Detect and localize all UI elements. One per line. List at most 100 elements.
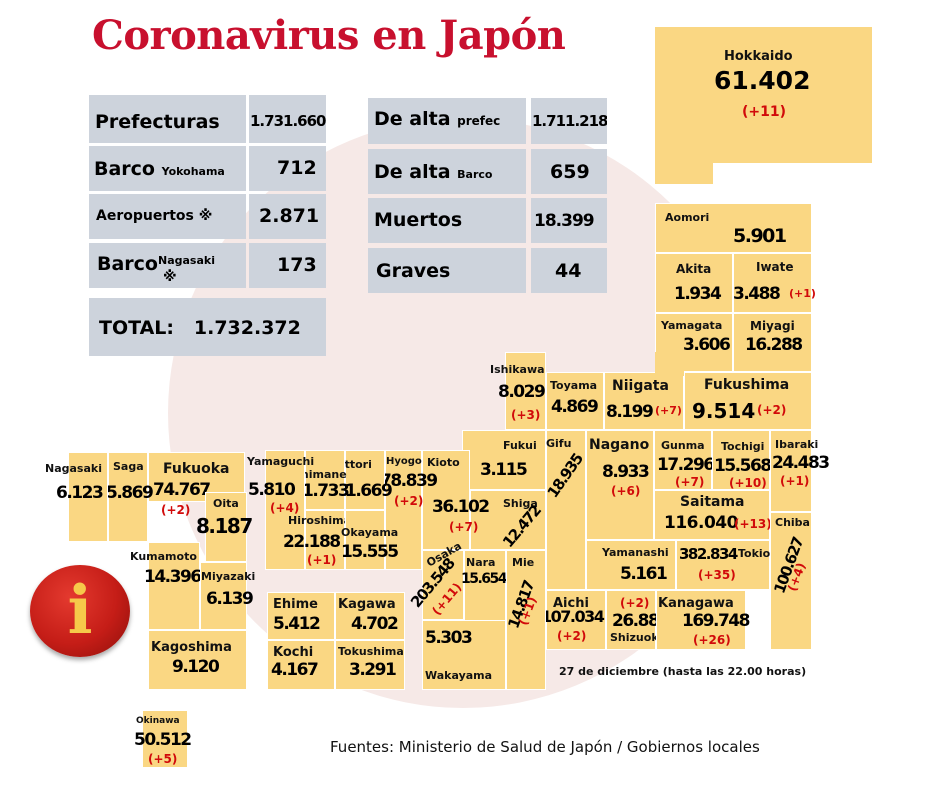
pref-kanagawa-name: Kanagawa [658,596,734,611]
pref-wakayama-name: Wakayama [425,669,493,682]
date-note: 27 de diciembre (hasta las 22.00 horas) [559,665,807,678]
pref-nagasaki-value: 6.123 [56,483,104,503]
pref-kochi-name: Kochi [273,645,314,660]
pref-mie-name: Mie [512,556,535,569]
pref-hokkaido-value: 61.402 [714,66,811,95]
pref-yamanashi-value: 5.161 [620,564,668,584]
pref-yamagata-name: Yamagata [661,319,723,332]
stat-barco-nagasaki-value: 173 [249,243,326,288]
pref-niigata-delta: (+7) [655,404,682,417]
pref-wakayama-value: 5.303 [425,628,473,648]
pref-miyagi-name: Miyagi [750,319,795,333]
stat-prefecturas-label: Prefecturas [89,95,246,143]
pref-niigata [604,372,684,430]
stat-graves-value: 44 [531,248,607,293]
pref-tottori [345,450,385,510]
pref-ehime [267,592,335,640]
pref-gunma-value: 17.296 [657,455,715,475]
pref-kochi-value: 4.167 [271,660,319,680]
pref-shiga-name: Shiga [503,497,538,510]
pref-tochigi [712,430,770,490]
pref-gifu [546,430,586,590]
pref-tottori-value: 1.669 [345,481,393,501]
pref-ibaraki [770,430,812,512]
pref-toyama [546,372,604,430]
stat-dealta-prefec-value: 1.711.218 [531,98,607,144]
stat-aeropuertos-label: Aeropuertos ※ [89,194,246,239]
pref-hyogo-name: Hyogo [386,456,422,467]
pref-iwate-name: Iwate [756,260,794,274]
pref-kanagawa-delta: (+26) [693,633,731,647]
pref-hiroshima-value: 22.188 [283,532,341,552]
pref-ehime-value: 5.412 [273,614,321,634]
page-title: Coronavirus en Japón [92,12,566,59]
pref-fukui [462,430,546,490]
pref-kagoshima-name: Kagoshima [151,640,232,655]
pref-kanagawa [656,590,746,650]
pref-hiroshima-name: Hiroshima [288,514,351,527]
pref-kanagawa-value: 169.748 [682,611,750,631]
pref-wakayama [422,620,506,690]
stat-muertos-value: 18.399 [531,198,607,243]
pref-miyagi [733,313,812,372]
pref-gunma-delta: (+7) [675,475,705,489]
pref-nagano [586,430,654,540]
pref-iwate [733,253,812,313]
pref-mie [506,550,546,690]
info-icon: i [30,565,130,657]
pref-kioto-name: Kioto [427,456,460,469]
stat-prefecturas-value: 1.731.660 [249,95,326,143]
pref-tochigi-name: Tochigi [721,440,765,453]
pref-aichi-value: 107.034 [541,607,605,626]
pref-saga-value: 5.869 [106,483,154,503]
pref-kagawa-name: Kagawa [338,597,396,612]
pref-chiba-name: Chiba [775,516,810,529]
stat-dealta-barco-value: 659 [531,149,607,194]
pref-fukushima-delta: (+2) [757,403,787,417]
pref-iwate-value: 3.488 [733,284,781,304]
pref-akita-value: 1.934 [674,284,722,304]
stat-barco-yokohama-label: Barco Yokohama [89,146,246,191]
pref-kumamoto-value: 14.396 [144,567,202,587]
pref-kumamoto [148,542,200,630]
pref-kioto [422,450,470,550]
pref-nagasaki [68,452,108,542]
pref-ishikawa [505,352,546,430]
pref-yamaguchi-delta: (+4) [270,501,300,515]
pref-yamanashi-name: Yamanashi [602,546,669,559]
pref-hyogo [385,450,422,570]
pref-aichi-name: Aichi [553,596,589,611]
pref-fukuoka-name: Fukuoka [163,461,230,477]
pref-nara-value: 15.654 [461,571,508,587]
pref-tochigi-value: 15.568 [714,456,772,476]
stat-aeropuertos-value: 2.871 [249,194,326,239]
pref-oita-value: 8.187 [196,514,253,538]
stat-muertos-label: Muertos [368,198,526,243]
pref-fukuoka-delta: (+2) [161,503,191,517]
pref-nagasaki-name: Nagasaki [45,462,102,475]
pref-saitama-name: Saitama [680,494,745,510]
pref-miyazaki-value: 6.139 [206,589,254,609]
pref-shimane-name: Shimane [293,468,347,481]
pref-kioto-value: 36.102 [432,497,490,517]
pref-ehime-name: Ehime [273,597,318,612]
pref-kagawa [335,592,405,640]
pref-yamaguchi [265,450,305,570]
pref-shizuoka-delta: (+2) [620,596,650,610]
pref-tokio [676,540,770,590]
pref-hokkaido [655,27,872,163]
pref-shizuoka-name: Shizuoka [610,631,667,644]
pref-nara [464,550,506,630]
pref-ishikawa-delta: (+3) [511,408,541,422]
pref-yamagata-value: 3.606 [683,335,731,355]
pref-gunma [654,430,712,490]
pref-gifu-name: Gifu [546,437,572,450]
pref-tokio-name: Tokio [738,547,771,560]
pref-kagawa-value: 4.702 [351,614,399,634]
pref-aomori-name: Aomori [665,211,710,224]
pref-fukui-value: 3.115 [480,460,528,480]
pref-osaka [422,550,464,620]
pref-hokkaido-tail [655,160,713,184]
pref-shizuoka-value: 26.885 [612,611,670,631]
stat-barco-nagasaki-label: BarcoNagasaki ※ [89,243,246,288]
